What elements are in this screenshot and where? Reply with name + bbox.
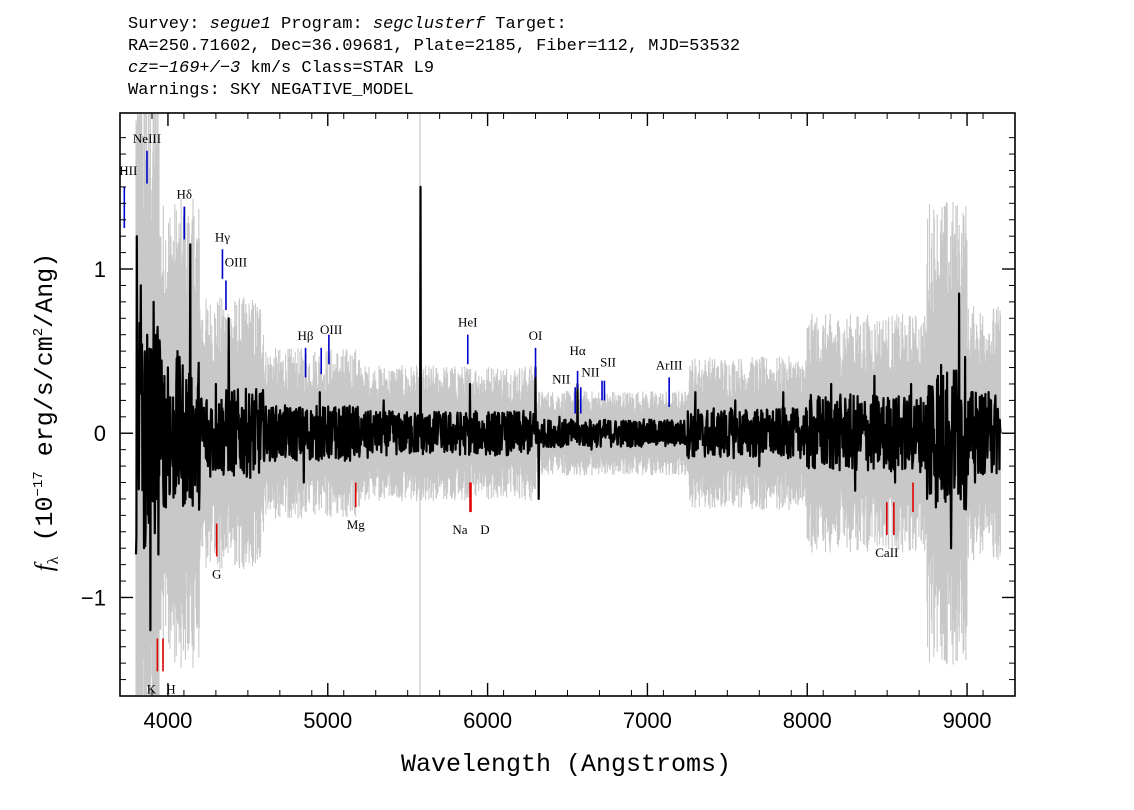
absorption-label: CaII xyxy=(875,545,898,560)
x-tick-label: 5000 xyxy=(303,708,352,733)
emission-label: HeI xyxy=(458,315,478,330)
emission-label: HII xyxy=(119,163,137,178)
x-tick-label: 7000 xyxy=(623,708,672,733)
y-tick-label: 1 xyxy=(94,257,106,282)
spectrum-header: Survey: segue1 Program: segclusterf Targ… xyxy=(128,14,740,102)
absorption-label: Na xyxy=(452,522,467,537)
x-tick-label: 9000 xyxy=(943,708,992,733)
y-tick-label: −1 xyxy=(81,585,106,610)
target-label: Target: xyxy=(485,15,567,34)
emission-label: NII xyxy=(552,371,570,386)
emission-label: NeIII xyxy=(133,131,161,146)
x-axis-title: Wavelength (Angstroms) xyxy=(401,750,731,779)
absorption-label: Mg xyxy=(347,517,366,532)
flux-layer xyxy=(134,185,1002,632)
survey-label: Survey: xyxy=(128,15,210,34)
emission-label: OI xyxy=(529,328,543,343)
absorption-label: D xyxy=(480,522,489,537)
absorption-label: H xyxy=(166,681,175,696)
redshift-value: cz=−169+/−3 xyxy=(128,59,241,78)
header-line-4: Warnings: SKY NEGATIVE_MODEL xyxy=(128,81,414,100)
program-label: Program: xyxy=(270,15,373,34)
survey-name: segue1 xyxy=(209,15,271,34)
emission-label: Hγ xyxy=(215,229,230,244)
program-name: segclusterf xyxy=(372,15,486,34)
emission-label: OIII xyxy=(225,255,247,270)
emission-label: Hα xyxy=(569,343,585,358)
absorption-label: G xyxy=(212,566,221,581)
header-line-3: cz=−169+/−3 km/s Class=STAR L9 xyxy=(128,58,740,80)
class-info: km/s Class=STAR L9 xyxy=(240,59,435,78)
emission-label: NII xyxy=(581,365,599,380)
y-axis-title: fλ (10−17 erg/s/cm2/Ang) xyxy=(31,253,62,571)
x-tick-label: 8000 xyxy=(783,708,832,733)
axes: 4000 5000 6000 7000 8000 9000 −1 0 1 xyxy=(81,112,1016,733)
flux-trace xyxy=(134,185,1002,632)
x-tick-label: 4000 xyxy=(143,708,192,733)
emission-label: SII xyxy=(600,355,616,370)
header-line-1: Survey: segue1 Program: segclusterf Targ… xyxy=(128,14,740,36)
emission-label: Hβ xyxy=(298,328,314,343)
emission-label: OIII xyxy=(320,322,342,337)
x-tick-label: 6000 xyxy=(463,708,512,733)
emission-label: Hδ xyxy=(176,187,192,202)
emission-label: ArIII xyxy=(656,357,683,372)
absorption-label: K xyxy=(147,681,157,696)
header-line-2: RA=250.71602, Dec=36.09681, Plate=2185, … xyxy=(128,37,741,56)
y-tick-label: 0 xyxy=(94,421,106,446)
